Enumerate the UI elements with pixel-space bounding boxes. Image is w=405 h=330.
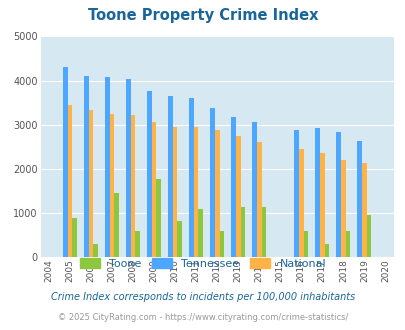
Bar — [151, 122, 156, 257]
Bar — [93, 244, 98, 257]
Bar — [231, 117, 235, 257]
Bar — [105, 77, 109, 257]
Bar — [189, 98, 194, 257]
Bar — [252, 122, 256, 257]
Bar — [63, 67, 68, 257]
Bar — [214, 130, 219, 257]
Bar — [256, 142, 261, 257]
Bar — [126, 79, 130, 257]
Bar — [198, 209, 202, 257]
Bar — [361, 163, 366, 257]
Text: © 2025 CityRating.com - https://www.cityrating.com/crime-statistics/: © 2025 CityRating.com - https://www.city… — [58, 313, 347, 322]
Bar — [315, 128, 319, 257]
Bar — [345, 231, 350, 257]
Text: Toone Property Crime Index: Toone Property Crime Index — [87, 8, 318, 23]
Bar — [319, 153, 324, 257]
Bar — [173, 126, 177, 257]
Bar — [135, 231, 140, 257]
Bar — [324, 244, 328, 257]
Bar — [194, 127, 198, 257]
Bar — [89, 110, 93, 257]
Bar — [156, 179, 161, 257]
Bar — [294, 130, 298, 257]
Bar — [261, 208, 266, 257]
Bar — [68, 105, 72, 257]
Bar — [336, 132, 340, 257]
Bar — [114, 193, 119, 257]
Bar — [240, 208, 245, 257]
Bar — [109, 114, 114, 257]
Bar — [219, 231, 224, 257]
Bar — [210, 108, 214, 257]
Bar — [84, 76, 89, 257]
Bar — [303, 231, 307, 257]
Bar — [147, 91, 151, 257]
Legend: Toone, Tennessee, National: Toone, Tennessee, National — [75, 254, 330, 273]
Bar — [177, 221, 182, 257]
Text: Crime Index corresponds to incidents per 100,000 inhabitants: Crime Index corresponds to incidents per… — [51, 292, 354, 302]
Bar — [298, 148, 303, 257]
Bar — [366, 215, 371, 257]
Bar — [72, 218, 77, 257]
Bar — [130, 115, 135, 257]
Bar — [235, 136, 240, 257]
Bar — [168, 96, 173, 257]
Bar — [340, 160, 345, 257]
Bar — [356, 141, 361, 257]
